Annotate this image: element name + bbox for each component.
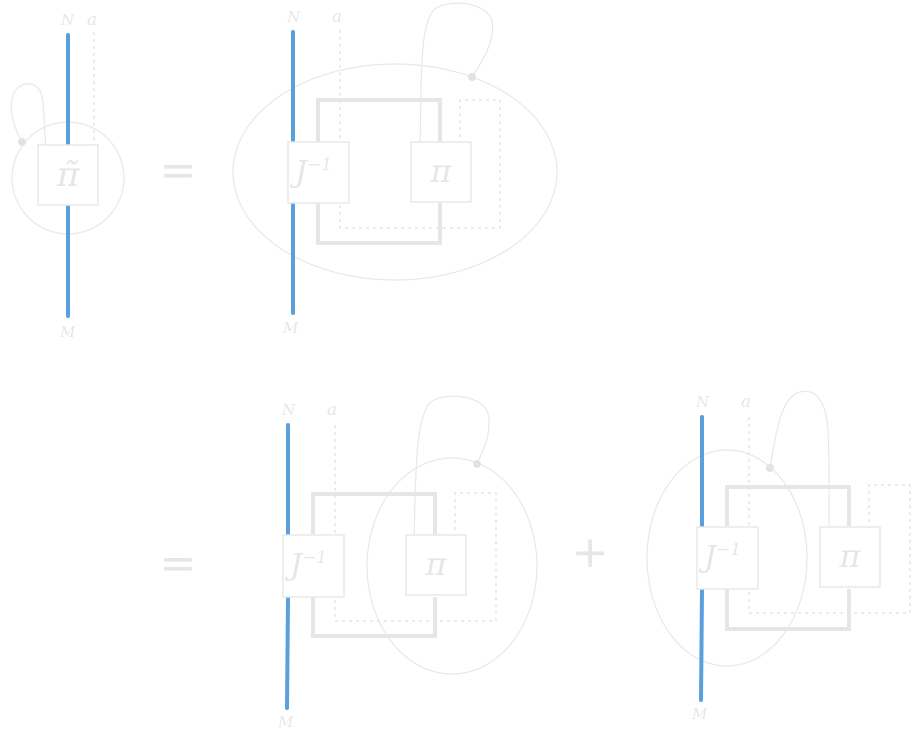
label-n: N — [60, 11, 75, 29]
loop-node — [473, 460, 481, 468]
blue-strand-bottom — [285, 596, 290, 710]
diagram-pi-tilde: N a π̃ M — [10, 10, 125, 341]
enclosing-ellipse — [232, 63, 558, 281]
j-inverse-box — [282, 534, 345, 598]
pi-tilde-box — [37, 144, 99, 206]
diagram-j-inverse-pi-2: N a J−1 π M — [277, 395, 538, 731]
plus-sign: + — [572, 527, 609, 578]
label-m: M — [282, 319, 299, 337]
label-n: N — [286, 8, 301, 26]
pi-symbol: π — [424, 545, 447, 583]
label-n: N — [281, 401, 296, 419]
pi-box — [819, 526, 881, 588]
thick-loop — [311, 492, 437, 638]
pi-symbol: π — [838, 537, 861, 575]
loop-node — [18, 138, 26, 146]
label-a: a — [327, 400, 337, 420]
enclosing-ellipse — [646, 449, 808, 667]
label-a: a — [741, 392, 751, 412]
label-a: a — [87, 10, 97, 30]
label-m: M — [691, 705, 708, 723]
equals-sign-2: = — [160, 538, 197, 589]
loop-curve — [769, 390, 830, 528]
pi-box — [410, 141, 472, 203]
diagram-j-inverse-pi-3: N a J−1 π M — [646, 390, 911, 723]
loop-curve — [419, 2, 494, 143]
loop-node — [468, 73, 476, 81]
pi-box — [405, 534, 467, 596]
dotted-strand-a — [339, 30, 501, 229]
pi-tilde-symbol: π̃ — [56, 155, 80, 195]
pi-symbol: π — [429, 152, 452, 190]
loop-curve — [10, 83, 47, 149]
label-n: N — [695, 393, 710, 411]
equals-sign-1: = — [160, 145, 197, 196]
label-a: a — [332, 7, 342, 27]
blue-strand-bottom — [699, 588, 704, 702]
thick-loop — [316, 98, 442, 245]
diagram-j-inverse-pi-1: N a J−1 π M — [232, 2, 558, 337]
j-inverse-box — [696, 526, 759, 590]
label-m: M — [277, 713, 294, 731]
loop-curve — [413, 395, 490, 537]
label-m: M — [59, 323, 76, 341]
enclosing-ellipse — [366, 457, 538, 675]
j-inverse-box — [287, 141, 350, 204]
